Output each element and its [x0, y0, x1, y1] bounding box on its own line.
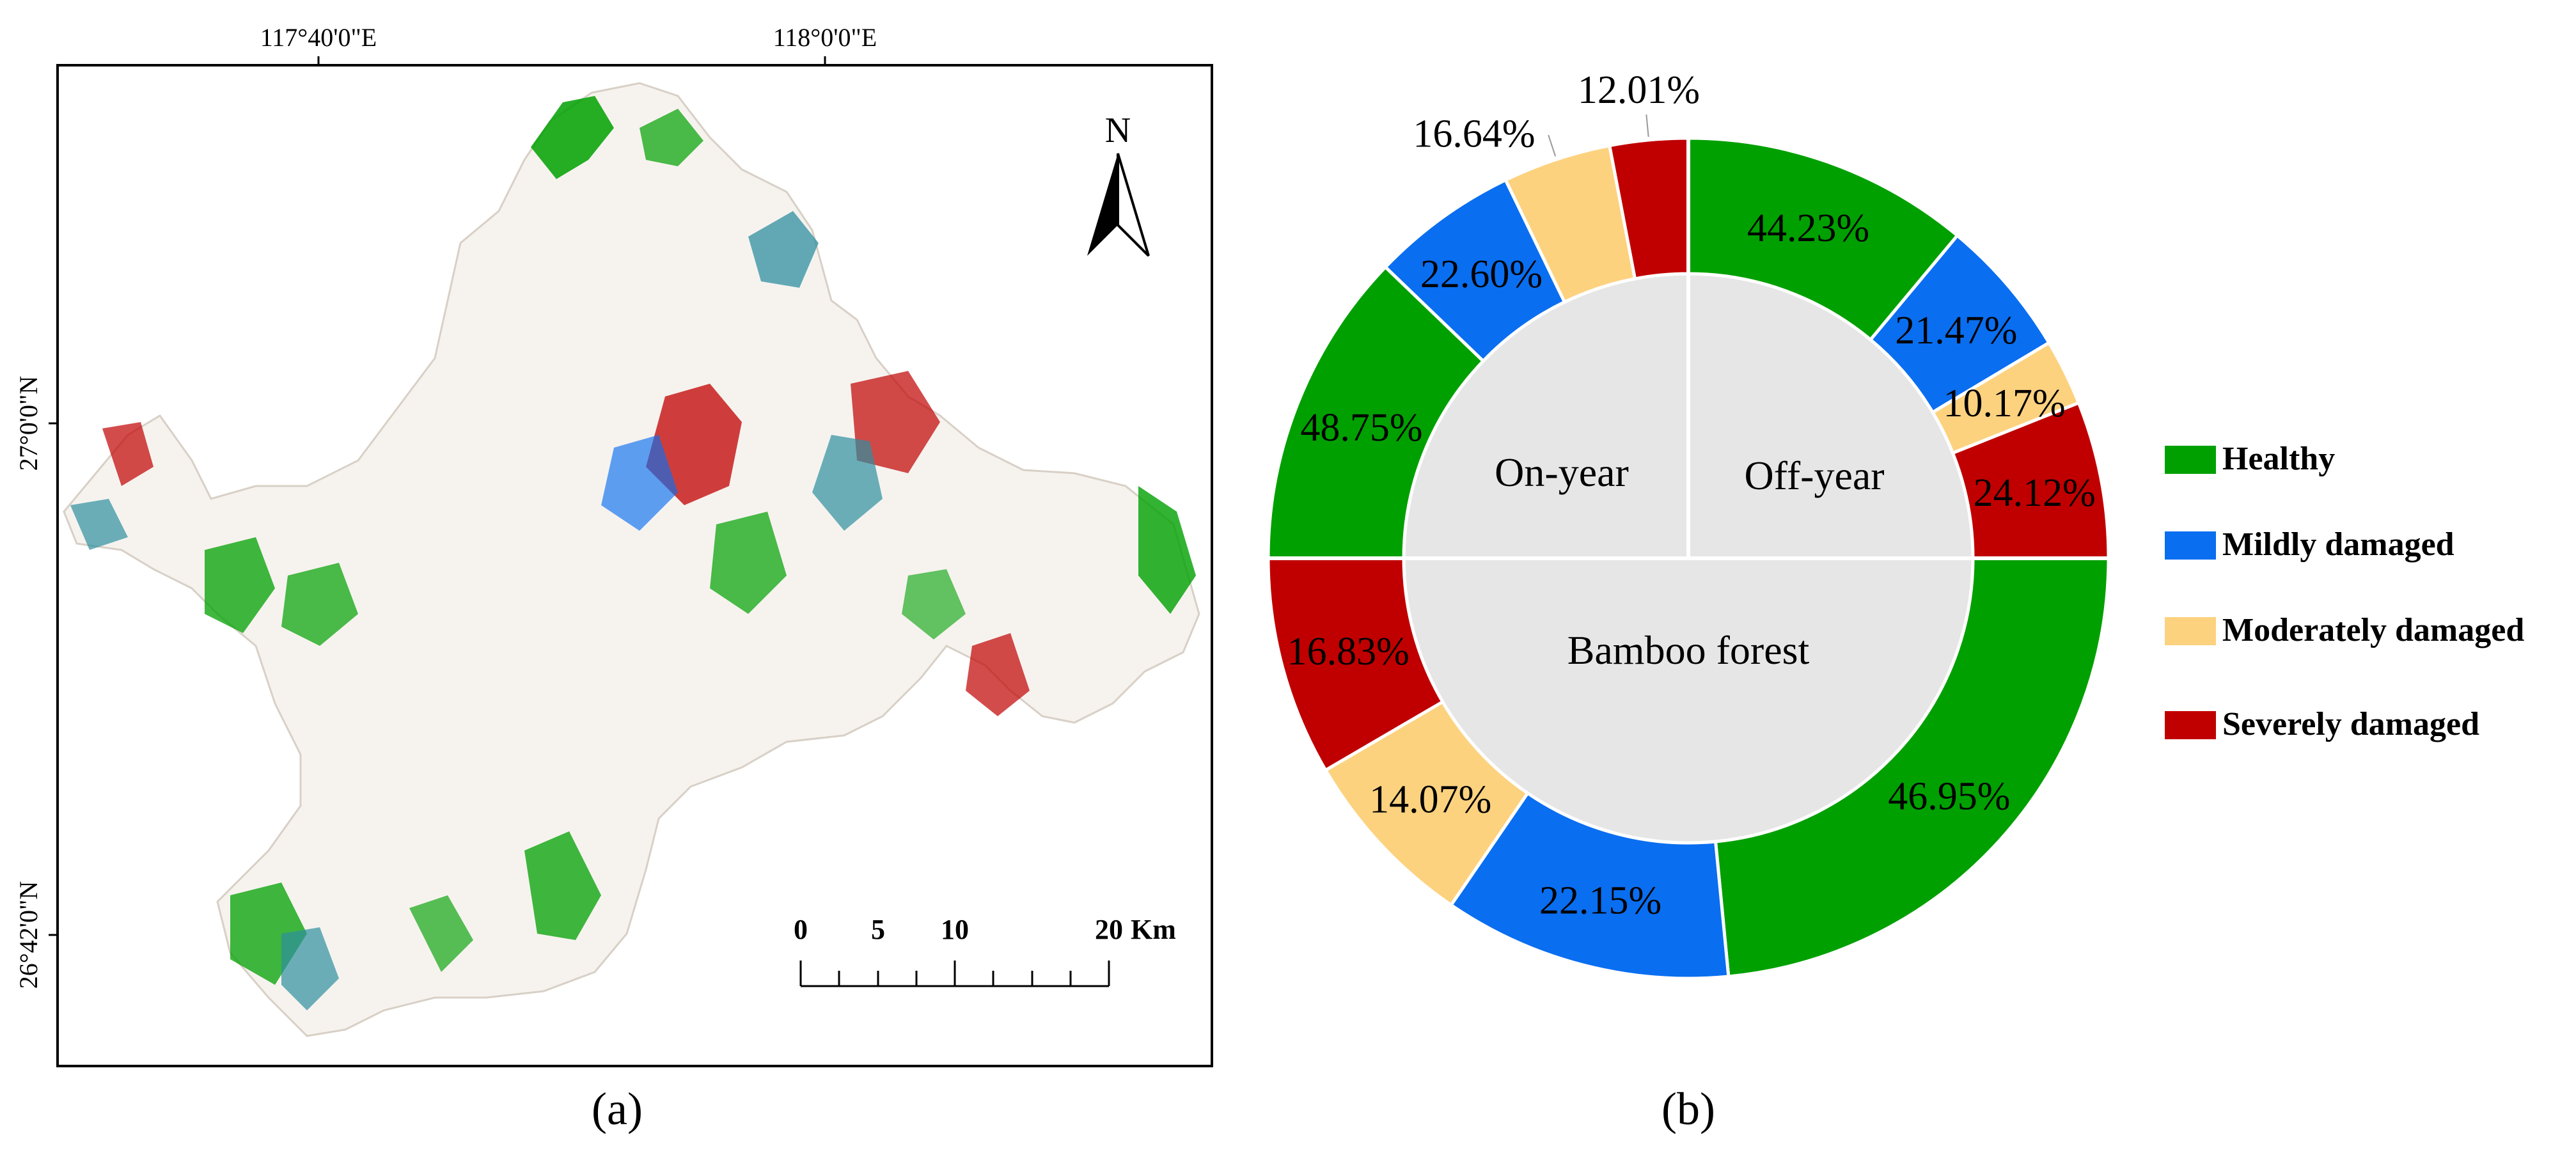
lon-label: 117°40'0"E: [260, 23, 377, 52]
slice-label-off-year-healthy: 44.23%: [1747, 207, 1869, 250]
legend-swatch-healthy: [2165, 446, 2216, 474]
healthy-patch: [524, 831, 601, 940]
severe-patch: [851, 371, 940, 473]
legend-label: Moderately damaged: [2222, 612, 2524, 648]
scale-unit: Km: [1131, 914, 1176, 945]
mild-patch: [812, 435, 883, 531]
leader-line: [1548, 134, 1557, 157]
panel-a-caption: (a): [592, 1083, 643, 1134]
healthy-patch: [1138, 486, 1196, 614]
north-label: N: [1105, 111, 1131, 150]
legend: Healthy Mildly damaged Moderately damage…: [2165, 441, 2524, 742]
damage-patches: [70, 96, 1196, 1010]
healthy-patch: [409, 895, 473, 972]
legend-label: Healthy: [2222, 441, 2335, 477]
center-label-off-year: Off-year: [1744, 453, 1884, 498]
legend-swatch-moderate: [2165, 617, 2216, 645]
scale-label: 0: [794, 914, 808, 945]
chart-panel: 44.23% 21.47% 10.17% 24.12% 46.95% 22.15% 14.0…: [1266, 68, 2524, 1134]
mild-patch: [70, 499, 128, 550]
scale-bar: 0 5 10 20 Km: [794, 914, 1176, 987]
slice-label-bamboo-mild: 22.15%: [1539, 879, 1661, 923]
slice-label-bamboo-severe: 16.83%: [1287, 630, 1410, 673]
severe-patch: [102, 422, 153, 486]
legend-swatch-mild: [2165, 531, 2216, 560]
map-panel: 117°40'0"E 118°0'0"E 27°0'0"N 26°42'0"N: [14, 23, 1213, 1134]
healthy-patch: [531, 96, 614, 179]
mild-patch: [748, 211, 819, 288]
severe-patch: [966, 633, 1030, 716]
slice-label-bamboo-healthy: 46.95%: [1888, 775, 2010, 819]
healthy-patch: [902, 569, 966, 639]
scale-label: 10: [941, 914, 969, 945]
center-label-bamboo: Bamboo forest: [1567, 627, 1810, 673]
donut-labels: 44.23% 21.47% 10.17% 24.12% 46.95% 22.15% 14.0…: [1287, 68, 2096, 922]
mild-patch: [601, 435, 678, 531]
mild-patch: [281, 927, 339, 1010]
center-label-on-year: On-year: [1495, 450, 1629, 495]
legend-label: Severely damaged: [2222, 706, 2479, 742]
slice-label-on-year-moderate: 16.64%: [1413, 112, 1535, 155]
healthy-patch: [281, 563, 358, 646]
slice-label-off-year-severe: 24.12%: [1974, 471, 2096, 515]
lat-label: 27°0'0"N: [14, 376, 43, 471]
slice-label-off-year-moderate: 10.17%: [1943, 382, 2065, 425]
lon-label: 118°0'0"E: [773, 23, 877, 52]
slice-label-on-year-mild: 22.60%: [1420, 253, 1543, 296]
donut-chart: [1266, 136, 2110, 980]
north-arrow-right: [1117, 153, 1150, 257]
panel-b-caption: (b): [1661, 1083, 1715, 1134]
slice-label-off-year-mild: 21.47%: [1895, 309, 2017, 352]
slice-label-bamboo-moderate: 14.07%: [1369, 778, 1491, 821]
healthy-patch: [710, 512, 787, 614]
slice-label-on-year-severe: 12.01%: [1578, 68, 1700, 112]
lat-label: 26°42'0"N: [14, 881, 43, 989]
scale-label: 5: [871, 914, 885, 945]
slice-bamboo-healthy: [1713, 556, 2110, 978]
slice-label-on-year-healthy: 48.75%: [1300, 406, 1422, 450]
legend-swatch-severe: [2165, 711, 2216, 739]
scale-label: 20: [1095, 914, 1123, 945]
healthy-patch: [640, 109, 703, 166]
north-arrow: N: [1087, 111, 1150, 257]
study-area-region: [63, 82, 1200, 1037]
legend-label: Mildly damaged: [2222, 526, 2454, 563]
north-arrow-left: [1087, 153, 1118, 256]
healthy-patch: [205, 537, 275, 633]
leader-line: [1645, 114, 1649, 137]
